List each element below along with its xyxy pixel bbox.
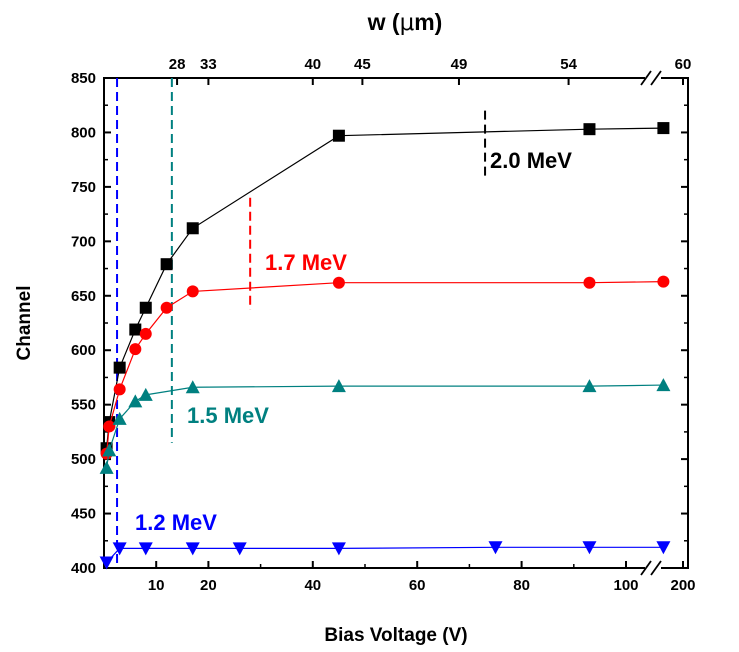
top-tick-label: 60 xyxy=(675,56,692,73)
data-point xyxy=(112,411,127,425)
data-point xyxy=(186,222,199,235)
data-point xyxy=(129,343,142,356)
data-point xyxy=(331,542,346,556)
y-tick-label: 450 xyxy=(71,506,96,523)
series-line xyxy=(106,127,664,449)
plot-frame xyxy=(103,77,689,569)
data-point xyxy=(113,383,126,396)
data-point xyxy=(139,301,152,314)
top-tick-label: 28 xyxy=(169,56,186,73)
y-tick-label: 550 xyxy=(71,397,96,414)
y-tick-label: 800 xyxy=(71,124,96,141)
data-point xyxy=(113,361,126,374)
x-tick-label: 80 xyxy=(513,577,530,594)
data-point xyxy=(139,327,152,340)
data-point xyxy=(331,379,346,393)
labels-layer: 400 450 500 550 600 650 700 750 800 850 10 20 40 60 80… xyxy=(71,56,696,594)
axis-break-mark xyxy=(640,560,652,576)
data-point xyxy=(232,542,247,556)
top-tick-label: 49 xyxy=(451,56,468,73)
data-point xyxy=(138,387,153,401)
data-point xyxy=(160,301,173,314)
ticks-layer xyxy=(104,70,688,576)
axis-break-mark xyxy=(640,70,652,86)
x-tick-label: 60 xyxy=(409,577,426,594)
x-tick-label: 100 xyxy=(613,577,638,594)
data-point xyxy=(128,394,143,408)
data-point xyxy=(185,542,200,556)
data-point xyxy=(186,285,199,298)
data-point xyxy=(102,443,117,457)
x-tick-label: 40 xyxy=(304,577,321,594)
data-point xyxy=(657,275,670,288)
x-tick-label: 200 xyxy=(670,577,695,594)
top-tick-label: 40 xyxy=(304,56,321,73)
data-point xyxy=(582,379,597,393)
y-tick-label: 500 xyxy=(71,451,96,468)
y-tick-label: 700 xyxy=(71,233,96,250)
series-annotation: 1.5 MeV xyxy=(187,403,269,428)
data-point xyxy=(99,460,114,474)
data-point xyxy=(332,276,345,289)
axis-break-mark xyxy=(650,560,662,576)
series-layer xyxy=(99,122,671,570)
series-annotation: 1.2 MeV xyxy=(135,510,217,535)
data-point xyxy=(656,541,671,555)
data-point xyxy=(582,541,597,555)
series-annotation: 1.7 MeV xyxy=(265,250,347,275)
top-axis-title: w (μm) xyxy=(367,9,443,36)
axis-break-gap xyxy=(645,565,661,571)
top-tick-label: 45 xyxy=(354,56,371,73)
data-point xyxy=(488,541,503,555)
top-tick-label: 33 xyxy=(200,56,217,73)
y-tick-label: 650 xyxy=(71,288,96,305)
y-tick-label: 750 xyxy=(71,179,96,196)
data-point xyxy=(160,258,173,271)
data-point xyxy=(112,542,127,556)
data-point xyxy=(332,129,345,142)
y-tick-label: 850 xyxy=(71,70,96,87)
series-line xyxy=(106,281,664,454)
y-tick-label: 600 xyxy=(71,342,96,359)
data-point xyxy=(138,542,153,556)
x-axis-title: Bias Voltage (V) xyxy=(324,625,467,646)
top-tick-label: 54 xyxy=(560,56,577,73)
axis-break-gap xyxy=(645,75,661,81)
y-tick-label: 400 xyxy=(71,560,96,577)
data-point xyxy=(583,123,596,136)
data-point xyxy=(129,323,142,336)
data-point xyxy=(99,556,114,570)
data-point xyxy=(656,378,671,392)
data-point xyxy=(657,122,670,135)
vlines-layer xyxy=(116,78,487,568)
x-tick-label: 20 xyxy=(200,577,217,594)
y-axis-title: Channel xyxy=(14,286,35,361)
data-point xyxy=(185,380,200,394)
series-annotation: 2.0 MeV xyxy=(490,148,572,173)
data-point xyxy=(103,420,116,433)
x-tick-label: 10 xyxy=(148,577,165,594)
axis-break-mark xyxy=(650,70,662,86)
data-point xyxy=(583,276,596,289)
